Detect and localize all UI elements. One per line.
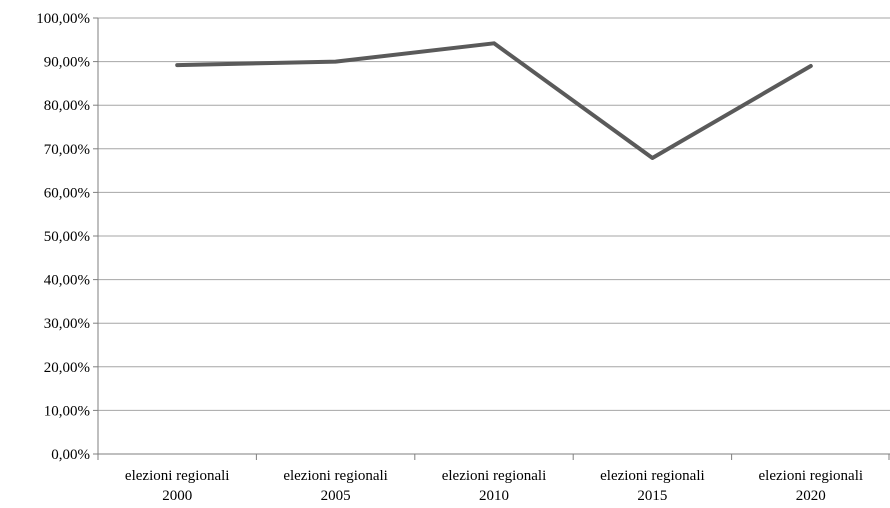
y-tick-label: 90,00% [44, 55, 90, 71]
x-tick-label-line: elezioni regionali [759, 468, 864, 484]
y-tick-label: 80,00% [44, 98, 90, 114]
x-tick-label: elezioni regionali 2010 [442, 468, 547, 504]
x-tick-label: elezioni regionali 2015 [600, 468, 705, 504]
y-tick-label: 50,00% [44, 229, 90, 245]
x-tick-label: elezioni regionali 2005 [283, 468, 388, 504]
x-tick-label-line: 2015 [637, 488, 667, 504]
x-tick-label: elezioni regionali 2000 [125, 468, 230, 504]
series [175, 41, 813, 160]
y-tick-label: 30,00% [44, 316, 90, 332]
x-tick-label-line: elezioni regionali [442, 468, 547, 484]
y-tick-labels: 0,00% 10,00% 20,00% 30,00% 40,00% 50,00% 60,00… [36, 11, 90, 463]
x-tick-label-line: elezioni regionali [283, 468, 388, 484]
x-tick-label-line: elezioni regionali [600, 468, 705, 484]
axes [93, 17, 890, 460]
y-tick-label: 40,00% [44, 273, 90, 289]
y-tick-label: 20,00% [44, 360, 90, 376]
gridlines [98, 17, 890, 411]
y-tick-label: 60,00% [44, 185, 90, 201]
y-tick-label: 70,00% [44, 142, 90, 158]
series-line [175, 41, 813, 160]
x-tick-label-line: 2010 [479, 488, 509, 504]
x-tick-label: elezioni regionali 2020 [759, 468, 864, 504]
y-tick-label: 100,00% [36, 11, 90, 27]
y-tick-label: 10,00% [44, 403, 90, 419]
x-tick-label-line: 2000 [162, 488, 192, 504]
x-tick-label-line: 2005 [321, 488, 351, 504]
y-tick-label: 0,00% [51, 447, 90, 463]
x-tick-label-line: elezioni regionali [125, 468, 230, 484]
x-tick-label-line: 2020 [796, 488, 826, 504]
